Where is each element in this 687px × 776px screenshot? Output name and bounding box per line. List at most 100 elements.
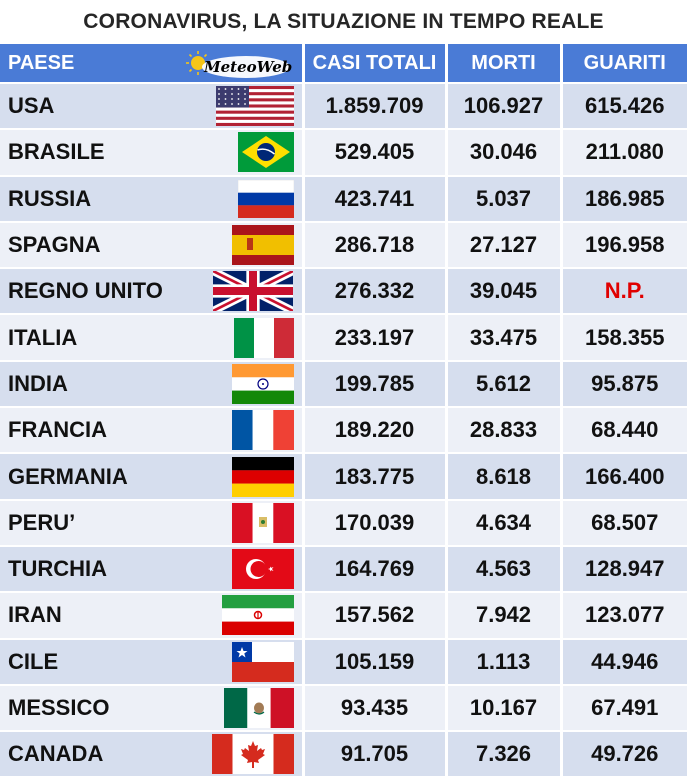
country-name: INDIA [8,370,68,396]
table-row: CANADA 91.705 7.326 49.726 [0,730,687,776]
country-name: PERU’ [8,509,76,535]
country-name: GERMANIA [8,463,128,489]
country-name: REGNO UNITO [8,278,163,304]
flag-usa-icon [215,86,294,127]
country-cell: PERU’ [0,498,305,546]
recovered-cell: 95.875 [561,359,687,408]
country-cell: INDIA [0,359,305,408]
recovered-cell: 186.985 [561,174,687,222]
cases-cell: 93.435 [303,683,448,732]
flag-italy-icon [233,317,294,358]
country-cell: GERMANIA [0,452,305,500]
table-row: INDIA 199.785 5.612 95.875 [0,359,687,408]
flag-iran-icon [221,595,294,636]
country-name: SPAGNA [8,232,101,258]
deaths-cell: 10.167 [446,683,563,732]
country-name: CANADA [8,741,104,767]
country-cell: SPAGNA [0,220,305,269]
deaths-cell: 5.612 [446,359,563,408]
flag-spain-icon [231,225,294,266]
country-name: USA [8,93,55,119]
country-cell: TURCHIA [0,544,305,593]
deaths-cell: 1.113 [446,637,563,685]
country-name: BRASILE [8,139,105,165]
table-row: ITALIA 233.197 33.475 158.355 [0,313,687,361]
country-cell: ITALIA [0,313,305,361]
flag-turkey-icon [231,549,294,590]
flag-chile-icon [231,641,294,682]
cases-cell: 276.332 [303,267,448,315]
table-row: IRAN 157.562 7.942 123.077 [0,591,687,639]
country-name: MESSICO [8,695,110,720]
flag-india-icon [231,363,294,404]
cases-cell: 286.718 [303,220,448,269]
table-row: GERMANIA 183.775 8.618 166.400 [0,452,687,500]
cases-cell: 1.859.709 [303,81,448,130]
recovered-cell: 211.080 [561,128,687,176]
cases-cell: 529.405 [303,128,448,176]
country-cell: CANADA [0,730,305,776]
recovered-cell: 615.426 [561,81,687,130]
table-row: PERU’ 170.039 4.634 68.507 [0,498,687,546]
country-cell: REGNO UNITO [0,267,305,315]
country-name: IRAN [8,602,62,628]
country-name: RUSSIA [8,185,92,211]
table-row: SPAGNA 286.718 27.127 196.958 [0,220,687,269]
country-cell: MESSICO [0,683,305,732]
flag-uk-icon [212,271,294,312]
page-title: CORONAVIRUS, LA SITUAZIONE IN TEMPO REAL… [83,10,604,33]
header-morti: MORTI [446,44,563,83]
country-name: TURCHIA [8,556,107,582]
country-cell: IRAN [0,591,305,639]
country-name: ITALIA [8,324,78,350]
deaths-cell: 33.475 [446,313,563,361]
country-cell: FRANCIA [0,406,305,454]
flag-mexico-icon [223,688,294,728]
cases-cell: 233.197 [303,313,448,361]
cases-cell: 423.741 [303,174,448,222]
country-name: CILE [8,648,59,674]
deaths-cell: 7.326 [446,730,563,776]
cases-cell: 183.775 [303,452,448,500]
deaths-cell: 4.634 [446,498,563,546]
recovered-cell: 128.947 [561,544,687,593]
cases-cell: 164.769 [303,544,448,593]
cases-cell: 189.220 [303,406,448,454]
flag-canada-icon [211,734,294,775]
cases-cell: 105.159 [303,637,448,685]
flag-brazil-icon [237,132,294,173]
deaths-cell: 106.927 [446,81,563,130]
recovered-cell: 44.946 [561,637,687,685]
recovered-cell: 158.355 [561,313,687,361]
flag-france-icon [231,410,294,451]
deaths-cell: 4.563 [446,544,563,593]
country-cell: RUSSIA [0,174,305,222]
recovered-cell: 68.440 [561,406,687,454]
cases-cell: 91.705 [303,730,448,776]
deaths-cell: 8.618 [446,452,563,500]
header-guariti: GUARITI [561,44,687,83]
cases-cell: 170.039 [303,498,448,546]
recovered-cell: 123.077 [561,591,687,639]
flag-russia-icon [237,179,294,218]
table-row: CILE 105.159 1.113 44.946 [0,637,687,685]
country-cell: BRASILE [0,128,305,176]
table-row: BRASILE 529.405 30.046 211.080 [0,128,687,176]
recovered-cell: 49.726 [561,730,687,776]
recovered-cell: 166.400 [561,452,687,500]
table-row: MESSICO 93.435 10.167 67.491 [0,683,687,732]
deaths-cell: 30.046 [446,128,563,176]
country-name: FRANCIA [8,417,107,443]
recovered-cell: N.P. [561,267,687,315]
table-row: RUSSIA 423.741 5.037 186.985 [0,174,687,222]
table-row: USA 1.859.709 106.927 615.426 [0,81,687,130]
deaths-cell: 28.833 [446,406,563,454]
flag-germany-icon [231,456,294,497]
recovered-cell: 68.507 [561,498,687,546]
meteoweb-logo: MeteoWeb [186,50,292,80]
deaths-cell: 27.127 [446,220,563,269]
deaths-cell: 39.045 [446,267,563,315]
header-row: PAESE CASI TOTALI MORTI GUARITI [0,44,687,83]
country-cell: CILE [0,637,305,685]
logo-text: MeteoWeb [203,58,292,76]
